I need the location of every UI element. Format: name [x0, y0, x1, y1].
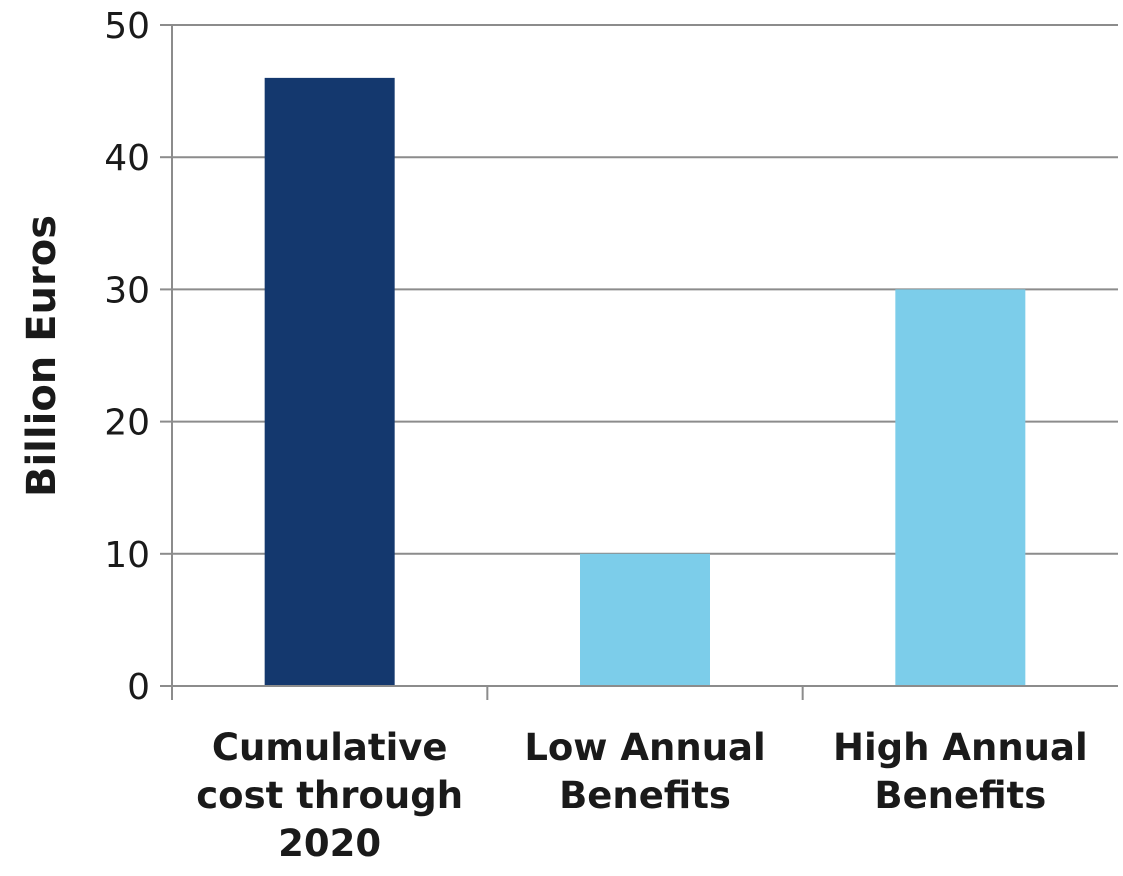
y-tick-label: 50 — [104, 6, 150, 47]
y-tick-label: 10 — [104, 535, 150, 576]
y-tick-label: 0 — [127, 667, 150, 708]
x-category-label-line: High Annual — [833, 726, 1088, 769]
x-category-labels: Cumulative cost through 2020 Low Annual Bene… — [196, 726, 1087, 865]
x-category-label-line: Cumulative — [212, 726, 448, 769]
y-axis-title: Billion Euros — [19, 215, 65, 497]
x-category-label-line: cost through — [196, 774, 463, 817]
bar — [580, 553, 710, 686]
y-tick-label: 40 — [104, 138, 150, 179]
bars — [264, 77, 1026, 686]
bar — [264, 77, 395, 686]
x-category-label: Cumulative cost through 2020 — [196, 726, 463, 865]
x-category-label-line: Benefits — [559, 774, 731, 817]
axes — [160, 24, 1118, 700]
y-tick-label: 20 — [104, 403, 150, 444]
x-category-label-line: Low Annual — [524, 726, 765, 769]
bar — [895, 289, 1026, 686]
y-tick-label: 30 — [104, 270, 150, 311]
y-tick-labels: 0 10 20 30 40 50 — [104, 6, 150, 708]
x-category-label: Low Annual Benefits — [524, 726, 765, 817]
x-category-label-line: Benefits — [874, 774, 1046, 817]
x-category-label: High Annual Benefits — [833, 726, 1088, 817]
x-category-label-line: 2020 — [278, 822, 381, 865]
